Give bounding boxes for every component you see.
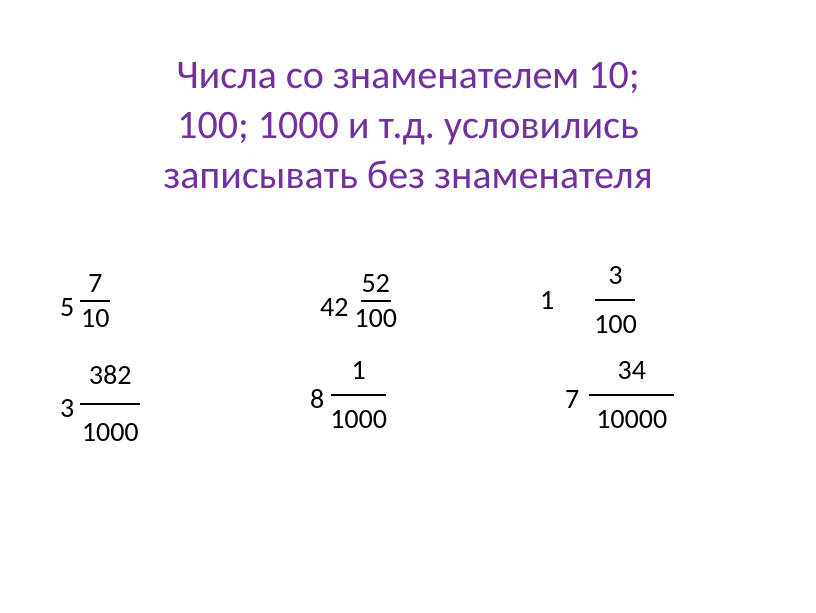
- page-title: Числа со знаменателем 10; 100; 1000 и т.…: [0, 50, 816, 200]
- mixed-fraction-4: 3 382 1000: [60, 360, 140, 448]
- denominator-1: 10: [81, 303, 109, 334]
- mixed-fraction-1: 5 7 10: [60, 268, 110, 334]
- fraction-line-6: [589, 394, 674, 396]
- numerator-1: 7: [88, 268, 102, 299]
- numerator-6: 34: [618, 355, 646, 386]
- numerator-3: 3: [608, 260, 622, 291]
- numerator-4: 382: [89, 360, 132, 391]
- fraction-5: 1 1000: [330, 355, 387, 435]
- mixed-fraction-5: 8 1 1000: [310, 355, 387, 435]
- denominator-5: 1000: [330, 404, 387, 435]
- denominator-4: 1000: [82, 417, 139, 448]
- mixed-fraction-2: 42 52 100: [320, 268, 397, 334]
- fraction-2: 52 100: [354, 268, 397, 334]
- whole-4: 3: [60, 390, 74, 425]
- denominator-2: 100: [354, 303, 397, 334]
- fraction-6: 34 10000: [589, 355, 674, 435]
- denominator-3: 100: [594, 309, 637, 340]
- fraction-line-4: [80, 403, 140, 405]
- numerator-5: 1: [351, 355, 365, 386]
- fraction-line-3: [595, 299, 635, 301]
- title-line-1: Числа со знаменателем 10;: [176, 50, 639, 99]
- fraction-line-5: [331, 394, 386, 396]
- whole-2: 42: [320, 289, 348, 324]
- numerator-2: 52: [361, 268, 389, 299]
- fraction-4: 382 1000: [80, 360, 140, 448]
- whole-3: 1: [540, 282, 554, 317]
- mixed-fraction-6: 7 34 10000: [565, 355, 674, 435]
- denominator-6: 10000: [596, 404, 667, 435]
- title-line-2: 100; 1000 и т.д. условились: [177, 100, 639, 149]
- mixed-fraction-3: 1 3 100: [540, 260, 637, 340]
- whole-6: 7: [565, 381, 579, 416]
- title-line-3: записывать без знаменателя: [163, 150, 652, 199]
- fraction-1: 7 10: [80, 268, 110, 334]
- fraction-3: 3 100: [594, 260, 637, 340]
- whole-1: 5: [60, 289, 74, 324]
- whole-5: 8: [310, 381, 324, 416]
